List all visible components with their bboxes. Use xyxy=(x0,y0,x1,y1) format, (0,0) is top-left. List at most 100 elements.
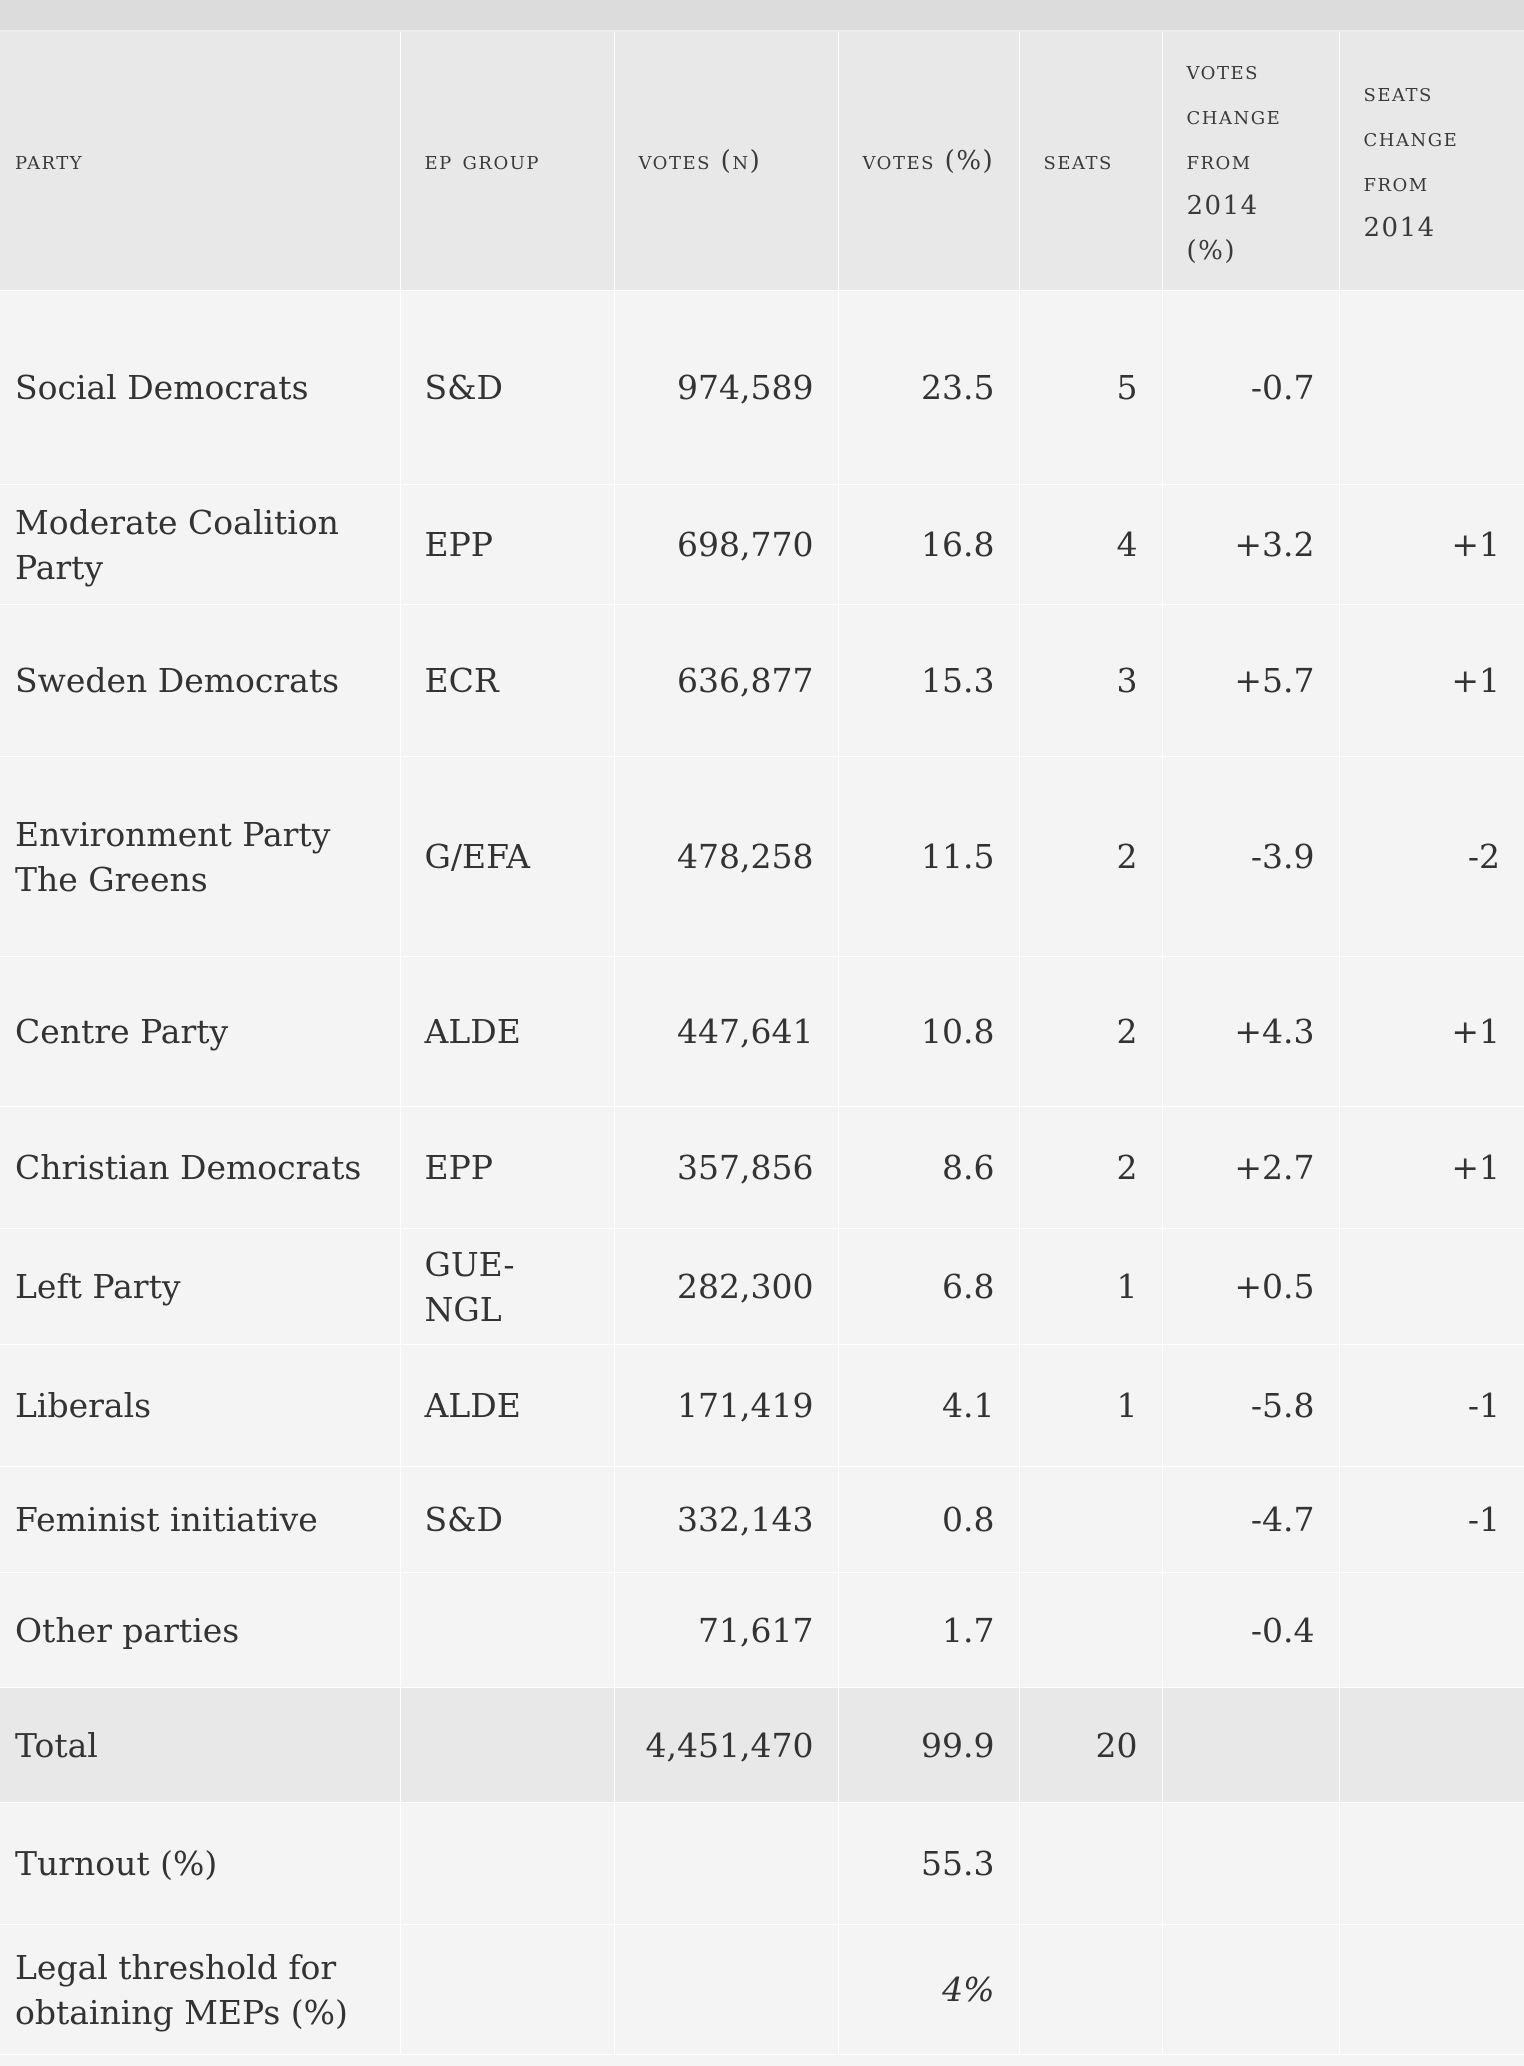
ep-group-cell: G/EFA xyxy=(400,756,615,957)
turnout-ep-group-cell xyxy=(400,1802,615,1925)
table-row: Environment Party The Greens G/EFA 478,2… xyxy=(0,756,1524,957)
votes-change-cell: -0.7 xyxy=(1162,290,1340,485)
votes-pct-cell: 8.6 xyxy=(838,1106,1020,1229)
votes-change-cell: -3.9 xyxy=(1162,756,1340,957)
table-body: Social Democrats S&D 974,589 23.5 5 -0.7… xyxy=(0,290,1524,2055)
ep-group-cell: ALDE xyxy=(400,956,615,1107)
table-row: Liberals ALDE 171,419 4.1 1 -5.8 -1 xyxy=(0,1344,1524,1467)
party-cell: Moderate Coalition Party xyxy=(0,484,401,605)
seats-cell: 1 xyxy=(1019,1344,1163,1467)
party-cell: Other parties xyxy=(0,1572,401,1688)
seats-cell: 2 xyxy=(1019,756,1163,957)
total-votes-pct: 99.9 xyxy=(838,1687,1020,1803)
ep-group-cell: S&D xyxy=(400,290,615,485)
seats-cell: 3 xyxy=(1019,604,1163,757)
votes-change-cell: -4.7 xyxy=(1162,1466,1340,1573)
header-votes-change: Votes change from 2014 (%) xyxy=(1162,32,1340,291)
turnout-row: Turnout (%) 55.3 xyxy=(0,1802,1524,1925)
party-cell: Feminist initiative xyxy=(0,1466,401,1573)
table-row: Christian Democrats EPP 357,856 8.6 2 +2… xyxy=(0,1106,1524,1229)
threshold-seats-cell xyxy=(1019,1924,1163,2055)
turnout-label: Turnout (%) xyxy=(0,1802,401,1925)
votes-change-cell: +2.7 xyxy=(1162,1106,1340,1229)
seats-cell: 4 xyxy=(1019,484,1163,605)
votes-pct-cell: 10.8 xyxy=(838,956,1020,1107)
seats-change-cell: +1 xyxy=(1339,1106,1524,1229)
votes-pct-cell: 4.1 xyxy=(838,1344,1020,1467)
threshold-votes-cell xyxy=(614,1924,839,2055)
total-ep-group-cell xyxy=(400,1687,615,1803)
votes-cell: 447,641 xyxy=(614,956,839,1107)
election-results-table: Party EP Group Votes (N) Votes (%) Seats… xyxy=(0,32,1524,2055)
party-cell: Christian Democrats xyxy=(0,1106,401,1229)
ep-group-cell: EPP xyxy=(400,484,615,605)
votes-pct-cell: 16.8 xyxy=(838,484,1020,605)
seats-change-cell xyxy=(1339,1572,1524,1688)
ep-group-cell xyxy=(400,1572,615,1688)
threshold-label: Legal threshold for obtaining MEPs (%) xyxy=(0,1924,401,2055)
ep-group-cell: GUE-NGL xyxy=(400,1228,615,1345)
seats-change-cell: -2 xyxy=(1339,756,1524,957)
turnout-value: 55.3 xyxy=(838,1802,1020,1925)
party-cell: Environment Party The Greens xyxy=(0,756,401,957)
threshold-seats-change-cell xyxy=(1339,1924,1524,2055)
total-seats: 20 xyxy=(1019,1687,1163,1803)
votes-cell: 478,258 xyxy=(614,756,839,957)
votes-pct-cell: 23.5 xyxy=(838,290,1020,485)
threshold-votes-change-cell xyxy=(1162,1924,1340,2055)
votes-cell: 698,770 xyxy=(614,484,839,605)
seats-change-cell xyxy=(1339,1228,1524,1345)
total-label: Total xyxy=(0,1687,401,1803)
seats-change-cell: -1 xyxy=(1339,1466,1524,1573)
table-row: Sweden Democrats ECR 636,877 15.3 3 +5.7… xyxy=(0,604,1524,757)
table-row: Centre Party ALDE 447,641 10.8 2 +4.3 +1 xyxy=(0,956,1524,1107)
ep-group-cell: ALDE xyxy=(400,1344,615,1467)
votes-cell: 282,300 xyxy=(614,1228,839,1345)
header-seats-change: Seats change from 2014 xyxy=(1339,32,1524,291)
threshold-row: Legal threshold for obtaining MEPs (%) 4… xyxy=(0,1924,1524,2055)
table-row: Feminist initiative S&D 332,143 0.8 -4.7… xyxy=(0,1466,1524,1573)
seats-cell: 2 xyxy=(1019,1106,1163,1229)
ep-group-cell: EPP xyxy=(400,1106,615,1229)
votes-cell: 171,419 xyxy=(614,1344,839,1467)
votes-pct-cell: 0.8 xyxy=(838,1466,1020,1573)
total-seats-change xyxy=(1339,1687,1524,1803)
turnout-votes-cell xyxy=(614,1802,839,1925)
table-header: Party EP Group Votes (N) Votes (%) Seats… xyxy=(0,32,1524,291)
votes-change-cell: +0.5 xyxy=(1162,1228,1340,1345)
header-row: Party EP Group Votes (N) Votes (%) Seats… xyxy=(0,32,1524,291)
votes-change-cell: +3.2 xyxy=(1162,484,1340,605)
party-cell: Centre Party xyxy=(0,956,401,1107)
votes-cell: 357,856 xyxy=(614,1106,839,1229)
votes-change-cell: -0.4 xyxy=(1162,1572,1340,1688)
turnout-seats-change-cell xyxy=(1339,1802,1524,1925)
votes-change-cell: +4.3 xyxy=(1162,956,1340,1107)
threshold-value: 4% xyxy=(838,1924,1020,2055)
seats-cell: 1 xyxy=(1019,1228,1163,1345)
seats-cell xyxy=(1019,1572,1163,1688)
votes-pct-cell: 6.8 xyxy=(838,1228,1020,1345)
header-party: Party xyxy=(0,32,401,291)
seats-change-cell: -1 xyxy=(1339,1344,1524,1467)
votes-pct-cell: 1.7 xyxy=(838,1572,1020,1688)
table-row: Left Party GUE-NGL 282,300 6.8 1 +0.5 xyxy=(0,1228,1524,1345)
total-votes-change xyxy=(1162,1687,1340,1803)
seats-cell: 2 xyxy=(1019,956,1163,1107)
header-votes-n: Votes (N) xyxy=(614,32,839,291)
turnout-seats-cell xyxy=(1019,1802,1163,1925)
total-votes: 4,451,470 xyxy=(614,1687,839,1803)
header-ep-group: EP Group xyxy=(400,32,615,291)
header-votes-pct: Votes (%) xyxy=(838,32,1020,291)
seats-change-cell xyxy=(1339,290,1524,485)
seats-cell xyxy=(1019,1466,1163,1573)
ep-group-cell: S&D xyxy=(400,1466,615,1573)
party-cell: Left Party xyxy=(0,1228,401,1345)
table-row: Social Democrats S&D 974,589 23.5 5 -0.7 xyxy=(0,290,1524,485)
party-cell: Liberals xyxy=(0,1344,401,1467)
votes-cell: 332,143 xyxy=(614,1466,839,1573)
total-row: Total 4,451,470 99.9 20 xyxy=(0,1687,1524,1803)
seats-cell: 5 xyxy=(1019,290,1163,485)
votes-change-cell: +5.7 xyxy=(1162,604,1340,757)
votes-cell: 71,617 xyxy=(614,1572,839,1688)
